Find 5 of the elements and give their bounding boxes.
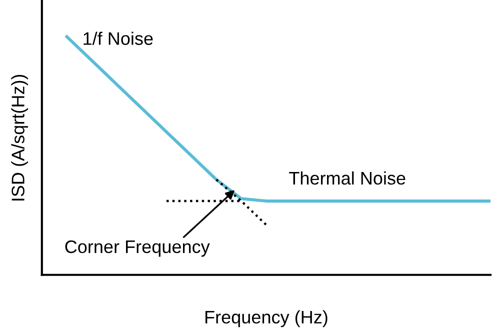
y-axis-title: ISD (A/sqrt(Hz)): [11, 74, 28, 200]
annotation: 1/f Noise: [84, 32, 153, 45]
x-axis-title: Frequency (Hz): [206, 310, 328, 328]
annotation: Thermal Noise: [289, 171, 406, 185]
annotation: Corner Frequency: [65, 240, 210, 257]
